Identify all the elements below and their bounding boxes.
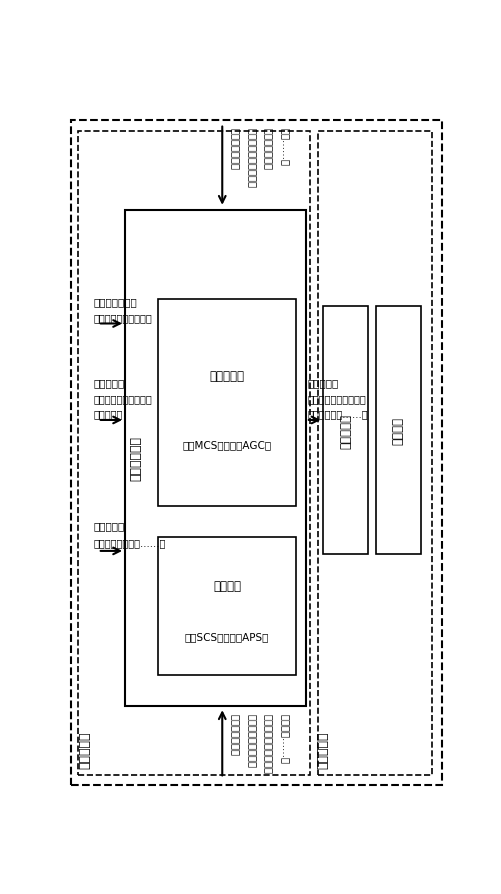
Text: 汽温度、……）: 汽温度、……） — [279, 713, 289, 763]
Text: 故障、控制自由: 故障、控制自由 — [263, 128, 273, 170]
Text: （给水流量、汽包水: （给水流量、汽包水 — [246, 713, 257, 767]
Text: 量、给水量、……）: 量、给水量、……） — [307, 409, 368, 418]
Text: （设定值、能效、……）: （设定值、能效、……） — [94, 538, 166, 548]
Text: 优化指令集: 优化指令集 — [94, 520, 125, 531]
Text: 度、……）: 度、……） — [279, 128, 289, 166]
Text: 过程控制系统: 过程控制系统 — [129, 436, 142, 481]
Text: 执行机构: 执行机构 — [391, 417, 404, 445]
Text: 控制指令集: 控制指令集 — [307, 377, 339, 387]
Text: 现场控制器: 现场控制器 — [339, 413, 352, 448]
Text: 外部指令集: 外部指令集 — [94, 377, 125, 387]
Bar — [158, 300, 296, 507]
Bar — [78, 131, 309, 775]
Bar — [375, 307, 420, 554]
Text: （辅机最大出力、设备: （辅机最大出力、设备 — [246, 128, 257, 188]
Text: 非启停控制: 非启停控制 — [209, 370, 244, 383]
Text: （以MCS为基础的AGC）: （以MCS为基础的AGC） — [182, 440, 271, 450]
Text: （以SCS为基础的APS）: （以SCS为基础的APS） — [184, 632, 269, 642]
Text: 位、蒸汽流量、过热蒸: 位、蒸汽流量、过热蒸 — [263, 713, 273, 773]
Bar — [323, 307, 367, 554]
Text: 驱动执行级: 驱动执行级 — [316, 730, 329, 768]
Text: 功能协调级: 功能协调级 — [79, 730, 92, 768]
Text: 直接前馈指令集: 直接前馈指令集 — [94, 297, 137, 307]
Bar — [317, 131, 431, 775]
Text: （进气量、燃料量、风: （进气量、燃料量、风 — [307, 393, 366, 403]
Bar — [158, 537, 296, 675]
Text: （基丁滑量历史数据）: （基丁滑量历史数据） — [94, 313, 152, 323]
Text: 实时测量数据集: 实时测量数据集 — [230, 713, 240, 755]
Text: （中调指令、值班员指: （中调指令、值班员指 — [94, 393, 152, 403]
Bar — [125, 210, 305, 706]
Text: 内部状态指令集: 内部状态指令集 — [230, 128, 240, 170]
Text: 令、频差）: 令、频差） — [94, 409, 123, 418]
Text: 启停控制: 启停控制 — [213, 579, 240, 592]
